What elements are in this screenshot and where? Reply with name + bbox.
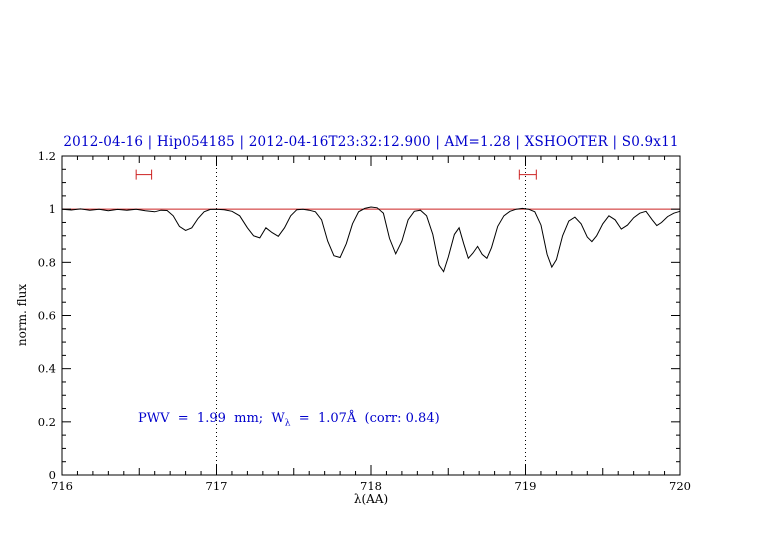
- pwv-annotation: PWV = 1.99 mm; Wλ = 1.07Å (corr: 0.84): [138, 411, 440, 429]
- lambda-subscript: λ: [284, 418, 291, 429]
- svg-text:720: 720: [669, 479, 691, 493]
- svg-text:0.6: 0.6: [38, 309, 56, 323]
- svg-text:716: 716: [51, 479, 73, 493]
- plot-title: 2012-04-16 | Hip054185 | 2012-04-16T23:3…: [63, 134, 679, 150]
- pwv-annotation-prefix: PWV = 1.99 mm; W: [138, 411, 285, 426]
- svg-text:1: 1: [49, 202, 56, 216]
- svg-text:0.2: 0.2: [38, 415, 56, 429]
- svg-text:717: 717: [206, 479, 228, 493]
- svg-text:1.2: 1.2: [38, 149, 56, 163]
- svg-text:718: 718: [360, 479, 382, 493]
- svg-text:0.4: 0.4: [38, 362, 56, 376]
- pwv-annotation-suffix: = 1.07Å (corr: 0.84): [290, 411, 440, 426]
- svg-text:0: 0: [49, 468, 56, 482]
- svg-text:719: 719: [515, 479, 537, 493]
- svg-text:0.8: 0.8: [38, 255, 56, 269]
- x-axis-label: λ(AA): [353, 492, 389, 506]
